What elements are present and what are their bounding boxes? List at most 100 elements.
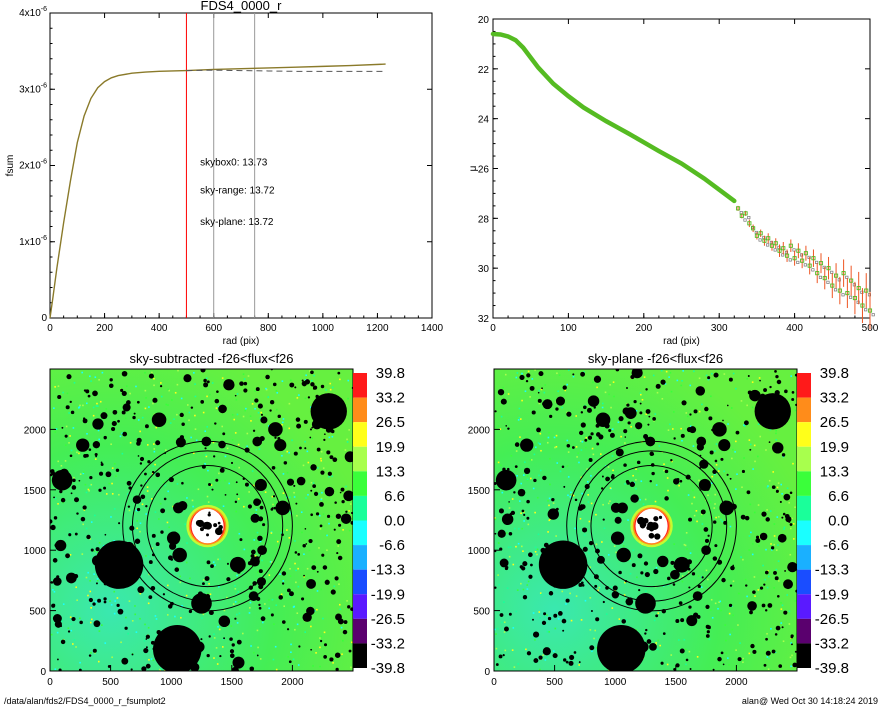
noise-speck — [507, 502, 510, 505]
noise-speck — [639, 498, 641, 501]
noise-speck — [80, 667, 83, 670]
noise-speck — [683, 638, 686, 641]
masked-star — [654, 533, 661, 540]
data-point — [822, 276, 827, 281]
noise-speck — [559, 470, 562, 473]
noise-speck — [567, 494, 569, 497]
masked-bright-star — [252, 436, 263, 447]
noise-speck — [297, 664, 300, 666]
noise-speck — [524, 461, 526, 463]
noise-speck — [159, 455, 161, 458]
noise-speck — [516, 589, 519, 591]
masked-star — [206, 523, 210, 527]
noise-speck — [658, 445, 661, 447]
noise-speck — [148, 406, 150, 408]
masked-star — [145, 634, 150, 639]
data-point-alt — [826, 280, 830, 284]
masked-star — [293, 484, 296, 487]
masked-star — [542, 399, 553, 410]
noise-speck — [520, 582, 522, 585]
noise-speck — [659, 644, 661, 647]
masked-star — [606, 476, 610, 481]
x-tick-label: 200 — [635, 323, 652, 334]
noise-speck — [206, 395, 208, 398]
masked-star — [322, 565, 328, 570]
noise-speck — [292, 658, 295, 661]
masked-star — [66, 374, 72, 380]
colorbar-swatch — [353, 397, 367, 423]
data-point-alt — [845, 275, 849, 279]
noise-speck — [186, 542, 188, 544]
masked-star — [783, 493, 791, 501]
masked-star — [219, 654, 222, 658]
masked-star — [584, 405, 587, 408]
masked-star — [580, 504, 583, 507]
noise-speck — [135, 509, 138, 512]
masked-star — [226, 562, 229, 565]
noise-speck — [261, 621, 264, 624]
x-tick-label: 500 — [102, 677, 119, 688]
masked-star — [326, 514, 331, 518]
noise-speck — [297, 567, 299, 570]
noise-speck — [627, 473, 630, 476]
noise-speck — [635, 410, 638, 412]
noise-speck — [775, 429, 777, 432]
noise-speck — [709, 501, 712, 503]
noise-speck — [790, 665, 792, 668]
noise-speck — [595, 647, 598, 649]
masked-star — [587, 435, 593, 440]
data-point — [818, 261, 824, 266]
x-tick-label: 300 — [711, 323, 728, 334]
masked-star — [129, 525, 135, 531]
noise-speck — [213, 637, 216, 639]
masked-star — [582, 546, 588, 552]
noise-speck — [305, 374, 307, 377]
noise-speck — [255, 509, 258, 511]
masked-star — [615, 448, 624, 457]
noise-speck — [772, 471, 775, 473]
masked-star — [688, 605, 692, 609]
noise-speck — [512, 563, 515, 566]
masked-star — [107, 665, 111, 668]
colorbar-label: 19.9 — [376, 439, 405, 456]
noise-speck — [770, 543, 772, 545]
masked-star — [681, 400, 687, 406]
masked-star — [712, 668, 715, 671]
y-tick-label: 32 — [478, 314, 490, 325]
noise-speck — [286, 450, 289, 453]
colorbar-label: 39.8 — [820, 365, 849, 382]
noise-speck — [293, 605, 296, 608]
masked-star — [621, 619, 626, 624]
masked-star — [494, 482, 497, 486]
masked-star — [350, 607, 353, 611]
noise-speck — [331, 435, 334, 438]
masked-star — [298, 645, 301, 648]
noise-speck — [585, 446, 587, 449]
masked-bright-star — [616, 547, 631, 563]
noise-speck — [749, 443, 752, 446]
noise-speck — [527, 523, 530, 526]
masked-star — [90, 548, 94, 552]
noise-speck — [692, 489, 694, 492]
masked-bright-star — [538, 540, 588, 589]
noise-speck — [339, 608, 341, 611]
noise-speck — [235, 510, 238, 513]
noise-speck — [624, 483, 626, 485]
noise-speck — [521, 527, 524, 530]
masked-star — [296, 423, 302, 429]
noise-speck — [766, 586, 769, 589]
noise-speck — [594, 629, 597, 632]
noise-speck — [81, 553, 84, 555]
x-tick-label: 2000 — [725, 677, 748, 688]
noise-speck — [204, 454, 207, 456]
masked-star — [645, 388, 648, 391]
noise-speck — [202, 411, 205, 414]
noise-speck — [62, 603, 65, 605]
noise-speck — [159, 502, 162, 505]
masked-star — [722, 419, 724, 422]
noise-speck — [186, 497, 188, 499]
data-point — [834, 273, 839, 278]
noise-speck — [217, 558, 219, 561]
masked-star — [593, 375, 602, 383]
noise-speck — [734, 451, 736, 453]
